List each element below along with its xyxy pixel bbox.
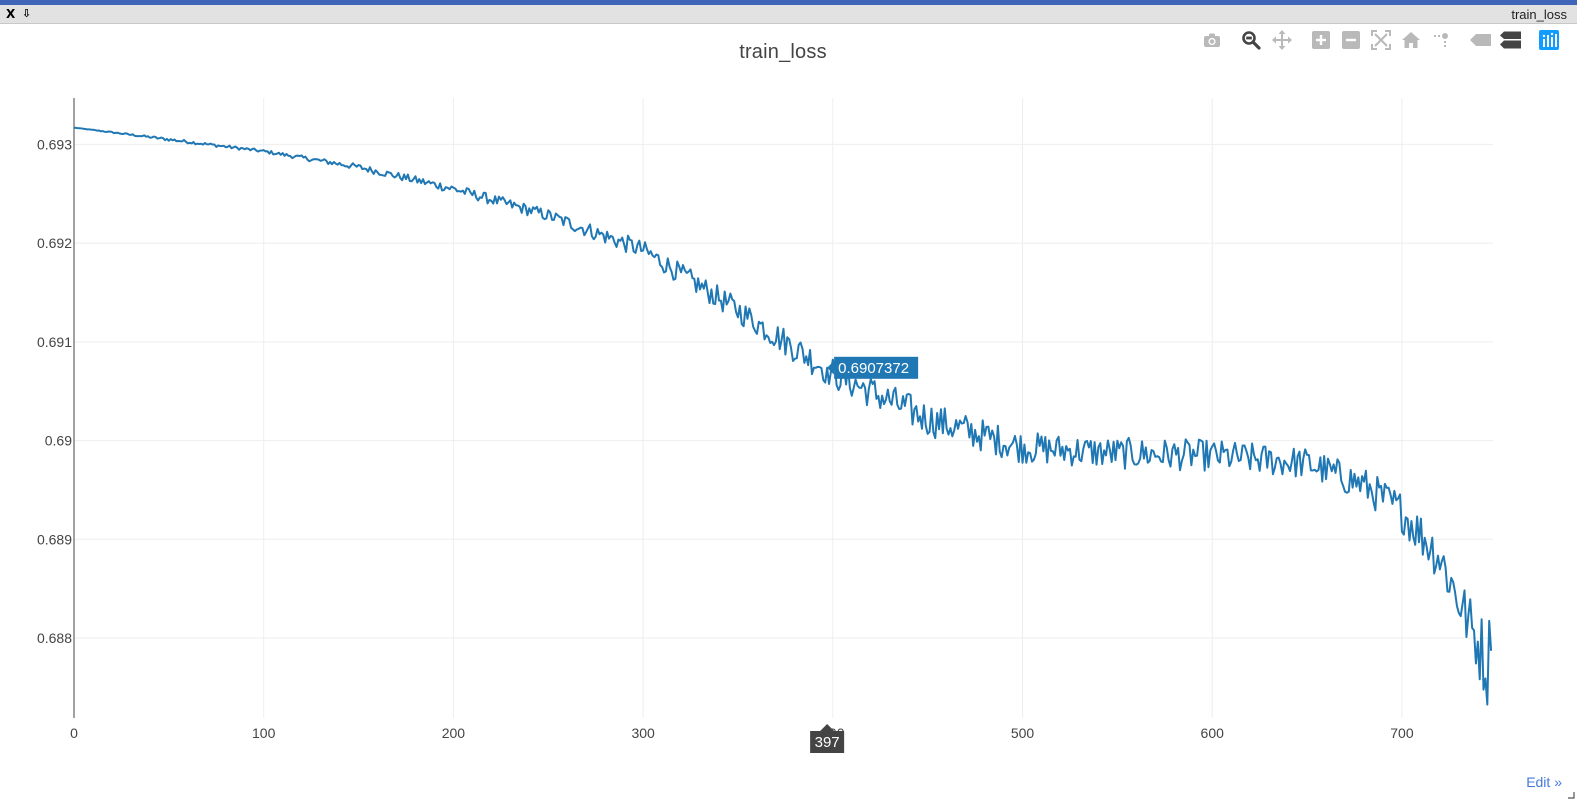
x-tick-label: 100 xyxy=(252,725,276,741)
home-icon xyxy=(1402,32,1420,48)
hover-value-box xyxy=(834,356,919,379)
autoscale-button[interactable] xyxy=(1370,29,1392,51)
y-tick-label: 0.691 xyxy=(37,334,72,350)
y-tick-label: 0.688 xyxy=(37,630,72,646)
zoom-in-icon xyxy=(1312,31,1330,49)
close-window-button[interactable]: X xyxy=(6,7,16,21)
reset-axes-button[interactable] xyxy=(1400,29,1422,51)
x-gridlines xyxy=(263,98,1403,718)
hover-x-pointer xyxy=(820,724,835,731)
x-tick-label: 600 xyxy=(1201,725,1225,741)
edit-chart-link[interactable]: Edit » xyxy=(1526,774,1562,790)
hover-x-label: 397 xyxy=(815,734,840,751)
spikelines-icon xyxy=(1434,33,1448,47)
chart-title: train_loss xyxy=(739,41,827,63)
y-axis-ticks: 0.688 0.689 0.69 0.691 0.692 0.693 xyxy=(37,136,72,646)
x-tick-label: 500 xyxy=(1011,725,1035,741)
hover-pointer xyxy=(827,360,835,375)
pin-window-button[interactable]: ⇩ xyxy=(22,7,32,20)
plotly-logo-icon xyxy=(1539,30,1559,50)
pan-icon xyxy=(1272,30,1292,50)
x-axis-ticks: 0100200300400500600700 xyxy=(70,725,1414,741)
toggle-spike-lines-button[interactable] xyxy=(1430,29,1452,51)
x-tick-label: 200 xyxy=(442,725,466,741)
window-accent-bar xyxy=(0,0,1577,5)
y-gridlines xyxy=(74,143,1493,639)
download-plot-button[interactable] xyxy=(1201,29,1223,51)
y-tick-label: 0.693 xyxy=(37,136,72,152)
window-titlebar: X ⇩ train_loss xyxy=(0,5,1577,24)
pan-button[interactable] xyxy=(1271,29,1293,51)
zoom-out-button[interactable] xyxy=(1340,29,1362,51)
x-tick-label: 700 xyxy=(1390,725,1414,741)
y-tick-label: 0.69 xyxy=(45,433,72,449)
y-tick-label: 0.689 xyxy=(37,531,72,547)
hover-closest-icon xyxy=(1470,34,1491,46)
y-tick-label: 0.692 xyxy=(37,235,72,251)
camera-icon xyxy=(1204,33,1220,47)
resize-grip-icon[interactable] xyxy=(1567,791,1575,799)
plotly-logo-button[interactable] xyxy=(1538,29,1560,51)
hover-tooltip: 0.6907372 397 xyxy=(810,356,919,753)
zoom-in-button[interactable] xyxy=(1310,29,1332,51)
hover-x-box xyxy=(810,731,845,753)
compare-data-button[interactable] xyxy=(1500,29,1522,51)
zoom-out-icon xyxy=(1342,31,1360,49)
x-tick-label: 0 xyxy=(70,725,78,741)
autoscale-icon xyxy=(1371,30,1391,50)
window-title: train_loss xyxy=(1511,7,1567,22)
x-tick-label: 300 xyxy=(631,725,655,741)
zoom-button[interactable] xyxy=(1240,29,1262,51)
zoom-icon xyxy=(1242,31,1261,50)
hover-compare-icon xyxy=(1500,31,1521,49)
hover-value-label: 0.6907372 xyxy=(838,360,909,377)
series-line-train-loss[interactable] xyxy=(73,126,1493,706)
show-closest-button[interactable] xyxy=(1470,29,1492,51)
